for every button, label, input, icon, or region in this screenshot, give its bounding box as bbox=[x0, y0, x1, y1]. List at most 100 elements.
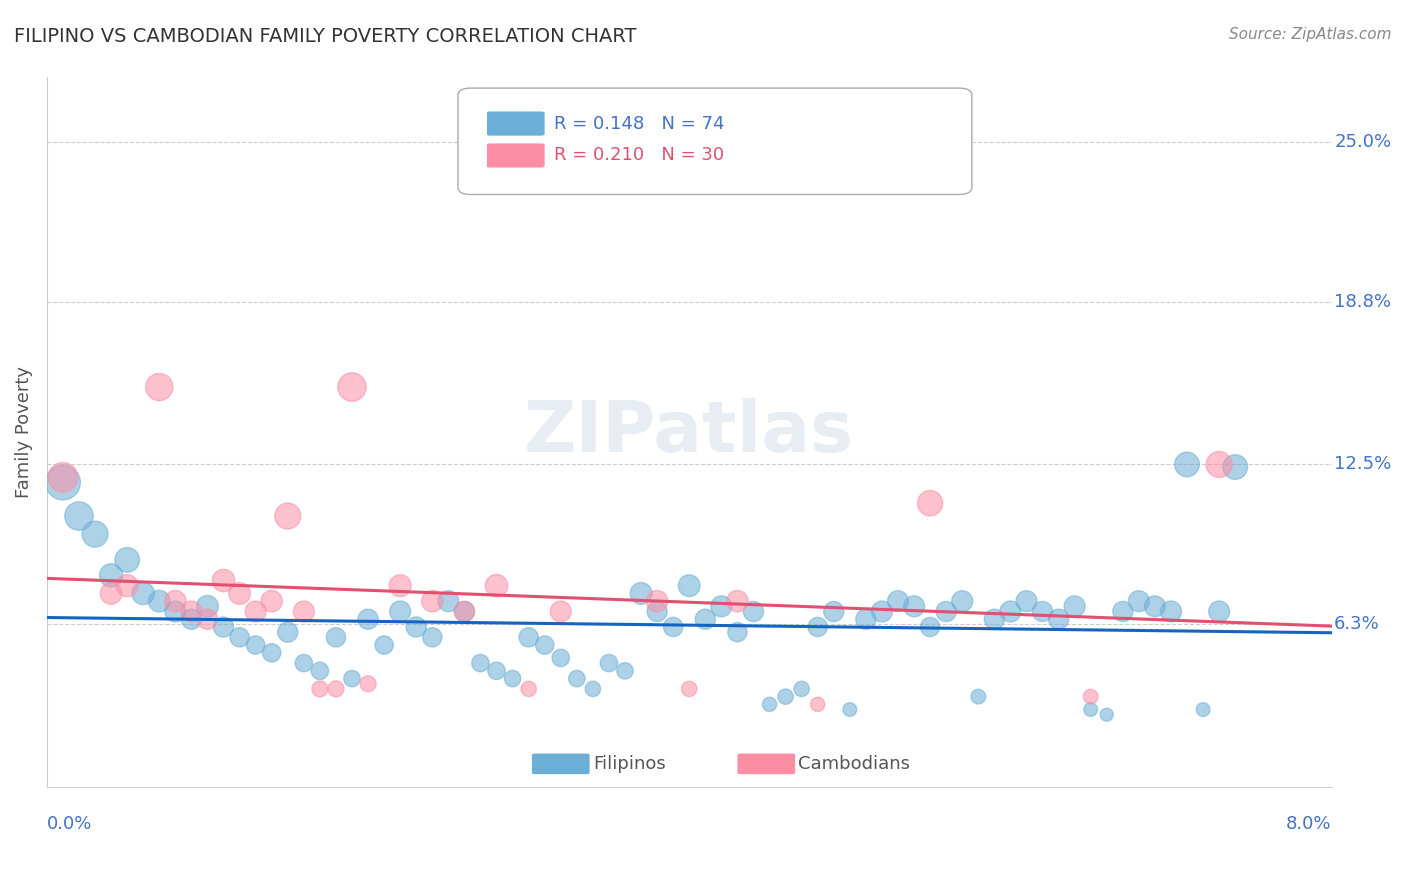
Text: R = 0.148   N = 74: R = 0.148 N = 74 bbox=[554, 114, 725, 133]
Point bbox=[870, 605, 893, 619]
Point bbox=[582, 681, 605, 696]
Point bbox=[807, 698, 830, 712]
Point bbox=[389, 579, 412, 593]
Point bbox=[453, 605, 475, 619]
Point bbox=[920, 496, 942, 510]
Point bbox=[1208, 605, 1230, 619]
Point bbox=[1063, 599, 1085, 614]
Point bbox=[678, 579, 700, 593]
Point bbox=[277, 509, 299, 524]
Point bbox=[245, 605, 267, 619]
Point bbox=[662, 620, 685, 634]
Point bbox=[1000, 605, 1022, 619]
Point bbox=[228, 630, 250, 644]
Point bbox=[807, 620, 830, 634]
Point bbox=[309, 664, 332, 678]
Point bbox=[148, 594, 170, 608]
Point bbox=[357, 612, 380, 626]
Point bbox=[260, 594, 283, 608]
Point bbox=[485, 664, 508, 678]
Text: 12.5%: 12.5% bbox=[1334, 456, 1392, 474]
Point bbox=[565, 672, 588, 686]
Point bbox=[100, 568, 122, 582]
Point bbox=[165, 594, 187, 608]
Point bbox=[790, 681, 813, 696]
Point bbox=[277, 625, 299, 640]
Point bbox=[340, 380, 363, 394]
Point bbox=[967, 690, 990, 704]
Point bbox=[325, 630, 347, 644]
Point bbox=[517, 630, 540, 644]
Point bbox=[52, 475, 75, 490]
Point bbox=[180, 605, 202, 619]
Point bbox=[437, 594, 460, 608]
Point bbox=[420, 630, 443, 644]
Point bbox=[52, 470, 75, 484]
FancyBboxPatch shape bbox=[531, 753, 591, 775]
Point bbox=[838, 702, 860, 716]
Point bbox=[983, 612, 1005, 626]
Point bbox=[1080, 690, 1102, 704]
Point bbox=[115, 579, 138, 593]
Point bbox=[758, 698, 780, 712]
Point bbox=[1225, 460, 1247, 475]
Point bbox=[823, 605, 845, 619]
Text: Cambodians: Cambodians bbox=[799, 755, 911, 772]
Point bbox=[148, 380, 170, 394]
Point bbox=[533, 638, 555, 652]
Point bbox=[1112, 605, 1135, 619]
Point bbox=[903, 599, 925, 614]
Text: 0.0%: 0.0% bbox=[46, 815, 93, 833]
Point bbox=[373, 638, 395, 652]
Text: 18.8%: 18.8% bbox=[1334, 293, 1391, 311]
Point bbox=[115, 553, 138, 567]
Point bbox=[309, 681, 332, 696]
Point bbox=[228, 586, 250, 600]
Point bbox=[453, 605, 475, 619]
Point bbox=[132, 586, 155, 600]
Point bbox=[710, 599, 733, 614]
Text: R = 0.210   N = 30: R = 0.210 N = 30 bbox=[554, 146, 724, 164]
Point bbox=[887, 594, 910, 608]
Text: Filipinos: Filipinos bbox=[593, 755, 665, 772]
Point bbox=[630, 586, 652, 600]
Text: Source: ZipAtlas.com: Source: ZipAtlas.com bbox=[1229, 27, 1392, 42]
Point bbox=[325, 681, 347, 696]
Point bbox=[292, 656, 315, 670]
Point bbox=[1080, 702, 1102, 716]
FancyBboxPatch shape bbox=[486, 143, 546, 169]
FancyBboxPatch shape bbox=[458, 88, 972, 194]
Point bbox=[1192, 702, 1215, 716]
Point bbox=[180, 612, 202, 626]
Point bbox=[1095, 707, 1118, 722]
Point bbox=[1015, 594, 1038, 608]
Point bbox=[1128, 594, 1150, 608]
Point bbox=[485, 579, 508, 593]
Point bbox=[920, 620, 942, 634]
Point bbox=[775, 690, 797, 704]
Point bbox=[212, 574, 235, 588]
Point bbox=[725, 625, 748, 640]
Point bbox=[517, 681, 540, 696]
Point bbox=[725, 594, 748, 608]
Point bbox=[598, 656, 620, 670]
Point bbox=[260, 646, 283, 660]
Point bbox=[212, 620, 235, 634]
Point bbox=[357, 677, 380, 691]
Point bbox=[100, 586, 122, 600]
Point bbox=[645, 594, 668, 608]
Text: 8.0%: 8.0% bbox=[1286, 815, 1331, 833]
Point bbox=[1047, 612, 1070, 626]
Point bbox=[614, 664, 637, 678]
Point bbox=[1160, 605, 1182, 619]
Text: FILIPINO VS CAMBODIAN FAMILY POVERTY CORRELATION CHART: FILIPINO VS CAMBODIAN FAMILY POVERTY COR… bbox=[14, 27, 637, 45]
Point bbox=[165, 605, 187, 619]
Point bbox=[245, 638, 267, 652]
Point bbox=[855, 612, 877, 626]
Point bbox=[1208, 458, 1230, 472]
Point bbox=[292, 605, 315, 619]
Point bbox=[470, 656, 492, 670]
Point bbox=[950, 594, 973, 608]
Point bbox=[420, 594, 443, 608]
Point bbox=[678, 681, 700, 696]
